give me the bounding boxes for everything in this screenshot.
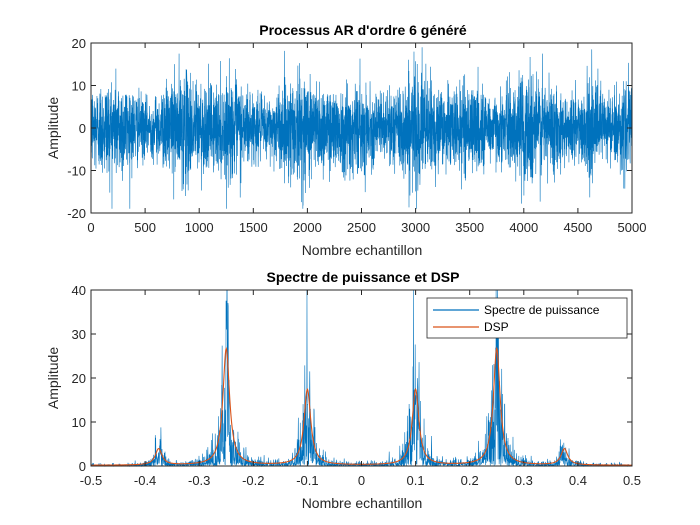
- spectrum-y-tick-label: 0: [79, 459, 86, 474]
- ar-x-tick-label: 1500: [239, 220, 268, 235]
- legend-label-dsp: DSP: [484, 320, 509, 334]
- legend: Spectre de puissance DSP: [426, 297, 628, 339]
- spectrum-y-ticks: 0 10 20 30 40: [72, 283, 632, 474]
- spectrum-x-ticks: -0.5 -0.4 -0.3 -0.2 -0.1 0 0.1 0.2 0.3 0.4 0.5: [80, 290, 641, 488]
- ar-x-ticks: 0 500 1000 1500 2000 2500 3000 3500 4000 4500 5000: [87, 43, 646, 235]
- spectrum-x-tick-label: -0.3: [188, 473, 210, 488]
- spectrum-y-tick-label: 40: [72, 283, 86, 298]
- spectrum-x-tick-label: -0.2: [242, 473, 264, 488]
- plot-spectrum-xlabel: Nombre echantillon: [302, 495, 423, 511]
- plot-ar-title: Processus AR d'ordre 6 généré: [259, 22, 467, 38]
- ar-x-tick-label: 4500: [563, 220, 592, 235]
- spectrum-y-tick-label: 30: [72, 327, 86, 342]
- plot-ar-xlabel: Nombre echantillon: [302, 242, 423, 258]
- ar-y-tick-label: 20: [72, 36, 86, 51]
- plot-spectrum-title: Spectre de puissance et DSP: [267, 269, 460, 285]
- spectrum-x-tick-label: 0.5: [623, 473, 641, 488]
- spectrum-x-tick-label: 0: [358, 473, 365, 488]
- spectrum-x-tick-label: -0.1: [296, 473, 318, 488]
- ar-x-tick-label: 4000: [509, 220, 538, 235]
- ar-x-tick-label: 2000: [293, 220, 322, 235]
- ar-x-tick-label: 0: [87, 220, 94, 235]
- spectrum-y-tick-label: 10: [72, 415, 86, 430]
- ar-y-ticks: -20 -10 0 10 20: [67, 36, 632, 221]
- ar-y-tick-label: 10: [72, 79, 86, 94]
- spectrum-x-tick-label: 0.3: [515, 473, 533, 488]
- ar-x-tick-label: 3500: [455, 220, 484, 235]
- spectrum-x-tick-label: -0.4: [134, 473, 156, 488]
- ar-x-tick-label: 500: [134, 220, 156, 235]
- ar-x-tick-label: 2500: [347, 220, 376, 235]
- plot-spectrum: Spectre de puissance et DSP -0.5 -0.4 -0.3…: [45, 269, 641, 511]
- ar-x-tick-label: 5000: [618, 220, 647, 235]
- ar-y-tick-label: -10: [67, 164, 86, 179]
- plot-ar-process: Processus AR d'ordre 6 généré 0 500 1000 15…: [45, 22, 646, 258]
- ar-series-group: [90, 47, 633, 209]
- spectrum-x-tick-label: -0.5: [80, 473, 102, 488]
- ar-y-tick-label: 0: [79, 121, 86, 136]
- ar-series-line: [90, 47, 633, 209]
- spectrum-x-tick-label: 0.1: [407, 473, 425, 488]
- plot-ar-ylabel: Amplitude: [45, 97, 61, 159]
- legend-box: [426, 297, 628, 339]
- ar-y-tick-label: -20: [67, 206, 86, 221]
- legend-label-spectre: Spectre de puissance: [484, 303, 600, 317]
- spectrum-y-tick-label: 20: [72, 371, 86, 386]
- ar-x-tick-label: 3000: [401, 220, 430, 235]
- spectrum-x-tick-label: 0.4: [569, 473, 587, 488]
- plot-spectrum-ylabel: Amplitude: [45, 347, 61, 409]
- spectrum-x-tick-label: 0.2: [461, 473, 479, 488]
- ar-x-tick-label: 1000: [185, 220, 214, 235]
